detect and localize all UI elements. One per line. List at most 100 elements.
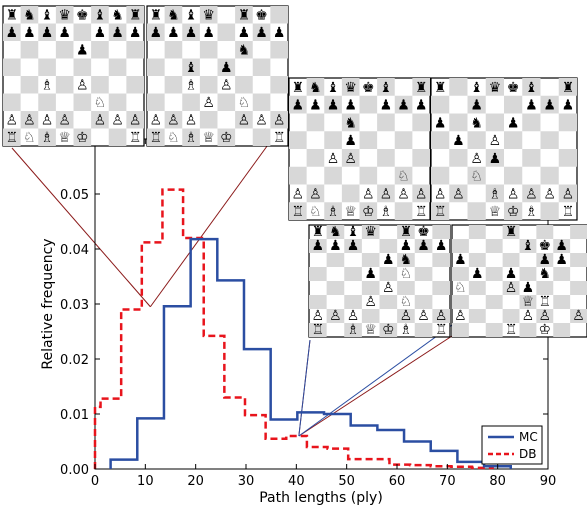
board-square-dark bbox=[91, 111, 109, 129]
x-tick-label: 20 bbox=[187, 474, 204, 489]
board-square-dark bbox=[359, 131, 378, 149]
white-pawn-icon: ♙ bbox=[417, 308, 430, 324]
white-pawn-icon: ♙ bbox=[397, 186, 410, 202]
white-pawn-icon: ♙ bbox=[435, 308, 448, 324]
board-square-dark bbox=[341, 149, 360, 167]
white-pawn-icon: ♙ bbox=[344, 151, 357, 167]
board-square-dark bbox=[467, 95, 486, 114]
white-pawn-icon: ♙ bbox=[489, 133, 502, 149]
white-pawn-icon: ♙ bbox=[572, 308, 585, 324]
white-rook-icon: ♖ bbox=[292, 204, 305, 220]
board-square-dark bbox=[3, 58, 21, 76]
y-tick-label: 0.02 bbox=[60, 353, 89, 368]
y-axis-label: Relative frequency bbox=[40, 238, 56, 369]
board-square-dark bbox=[540, 166, 559, 185]
black-pawn-icon: ♟ bbox=[238, 25, 251, 41]
white-rook-icon: ♖ bbox=[150, 130, 163, 146]
chess-board: ♜ ♞ ♝ ♛ ♜ ♚♟ ♟ ♟ ♟ ♟ ♟♟ ♞♟ ♘♙♙ ♘♙ ♙ ♙ ♙ ♙ ♙♖ ♗ ♕ ♔ ♗ ♖ bbox=[308, 224, 451, 338]
white-bishop-icon: ♗ bbox=[489, 186, 502, 202]
white-pawn-icon: ♙ bbox=[23, 113, 36, 129]
board-square-dark bbox=[252, 128, 271, 146]
board-square-dark bbox=[431, 95, 450, 114]
white-queen-icon: ♕ bbox=[364, 322, 377, 338]
white-bishop-icon: ♗ bbox=[400, 322, 413, 338]
board-square-dark bbox=[412, 78, 430, 96]
board-square-dark bbox=[20, 41, 39, 59]
black-king-icon: ♚ bbox=[417, 224, 430, 240]
black-king-icon: ♚ bbox=[507, 80, 520, 96]
black-pawn-icon: ♟ bbox=[417, 238, 430, 254]
white-pawn-icon: ♙ bbox=[111, 113, 124, 129]
board-square-dark bbox=[519, 323, 537, 337]
white-bishop-icon: ♗ bbox=[185, 130, 198, 146]
black-pawn-icon: ♟ bbox=[255, 25, 268, 41]
black-knight-icon: ♞ bbox=[167, 8, 180, 24]
black-pawn-icon: ♟ bbox=[347, 238, 360, 254]
white-pawn-icon: ♙ bbox=[525, 186, 538, 202]
board-square-dark bbox=[522, 113, 541, 132]
black-rook-icon: ♜ bbox=[400, 224, 413, 240]
board-square-dark bbox=[379, 239, 398, 253]
chess-board: ♜ ♞ ♝ ♛ ♚ ♝ ♞ ♜♟ ♟ ♟ ♟ ♟ ♟ ♟♟♗ ♙♘♙ ♙ ♙ ♙ ♙ ♙ ♙♖ ♘ ♗ ♕ ♔ ♖ bbox=[2, 5, 145, 147]
board-square-dark bbox=[108, 93, 127, 111]
black-pawn-icon: ♟ bbox=[129, 25, 142, 41]
board-square-dark bbox=[126, 111, 144, 129]
board-square-dark bbox=[431, 202, 450, 220]
board-square-dark bbox=[485, 267, 503, 281]
black-knight-icon: ♞ bbox=[23, 8, 36, 24]
black-pawn-icon: ♟ bbox=[220, 60, 233, 76]
board-square-dark bbox=[558, 149, 577, 167]
white-pawn-icon: ♙ bbox=[454, 308, 467, 324]
board-square-dark bbox=[397, 309, 415, 323]
white-rook-icon: ♖ bbox=[562, 204, 575, 220]
board-square-dark bbox=[3, 128, 21, 146]
white-knight-icon: ♘ bbox=[400, 266, 413, 282]
board-square-dark bbox=[452, 295, 469, 309]
board-square-dark bbox=[252, 58, 271, 76]
board-square-dark bbox=[91, 76, 109, 94]
black-pawn-icon: ♟ bbox=[380, 98, 393, 114]
chess-board: ♜ ♞ ♝ ♛ ♚ ♝ ♜♟ ♟ ♟ ♟ ♟ ♟ ♟♞♟♙ ♙♘♙ ♙ ♙ ♙ ♙ ♙♖ ♘ ♗ ♕ ♔ ♗ ♖ bbox=[288, 77, 431, 221]
black-king-icon: ♚ bbox=[255, 8, 268, 24]
board-square-dark bbox=[344, 239, 362, 253]
x-tick-label: 70 bbox=[439, 474, 456, 489]
white-pawn-icon: ♙ bbox=[94, 113, 107, 129]
board-square-dark bbox=[164, 41, 183, 59]
white-rook-icon: ♖ bbox=[539, 294, 552, 310]
white-bishop-icon: ♗ bbox=[41, 130, 54, 146]
white-pawn-icon: ♙ bbox=[129, 113, 142, 129]
black-pawn-icon: ♟ bbox=[327, 98, 340, 114]
white-pawn-icon: ♙ bbox=[434, 186, 447, 202]
board-square-dark bbox=[467, 202, 486, 220]
board-square-dark bbox=[199, 6, 218, 24]
board-square-dark bbox=[432, 253, 450, 267]
board-square-dark bbox=[519, 239, 537, 253]
x-axis-label: Path lengths (ply) bbox=[259, 490, 383, 505]
board-square-dark bbox=[468, 225, 486, 239]
board-square-dark bbox=[324, 202, 342, 220]
black-pawn-icon: ♟ bbox=[202, 25, 215, 41]
callout-line bbox=[149, 119, 287, 308]
board-square-dark bbox=[553, 295, 571, 309]
black-rook-icon: ♜ bbox=[415, 80, 428, 96]
chess-board: ♜ ♞ ♝ ♛ ♜ ♚♟ ♟ ♟ ♟ ♟ ♟ ♟♞♝ ♟♗ ♙♙ ♘♙ ♙ ♙ ♙ ♙ ♙♖ ♘ ♗ ♕ ♔ ♖ bbox=[146, 5, 289, 147]
board-square-dark bbox=[377, 149, 395, 167]
board-square-dark bbox=[377, 184, 395, 203]
board-square-dark bbox=[55, 76, 74, 94]
board-square-dark bbox=[217, 128, 236, 146]
board-square-dark bbox=[394, 202, 413, 220]
board-square-dark bbox=[289, 166, 307, 185]
board-square-dark bbox=[502, 309, 520, 323]
board-square-dark bbox=[504, 131, 523, 149]
board-square-dark bbox=[20, 6, 39, 24]
board-square-dark bbox=[540, 131, 559, 149]
black-pawn-icon: ♟ bbox=[397, 98, 410, 114]
board-square-dark bbox=[252, 23, 271, 41]
x-tick-label: 30 bbox=[238, 474, 255, 489]
board-square-dark bbox=[326, 309, 345, 323]
board-square-dark bbox=[3, 93, 21, 111]
board-square-dark bbox=[449, 149, 468, 167]
black-rook-icon: ♜ bbox=[238, 8, 251, 24]
black-pawn-icon: ♟ bbox=[562, 98, 575, 114]
board-square-dark bbox=[452, 239, 469, 253]
